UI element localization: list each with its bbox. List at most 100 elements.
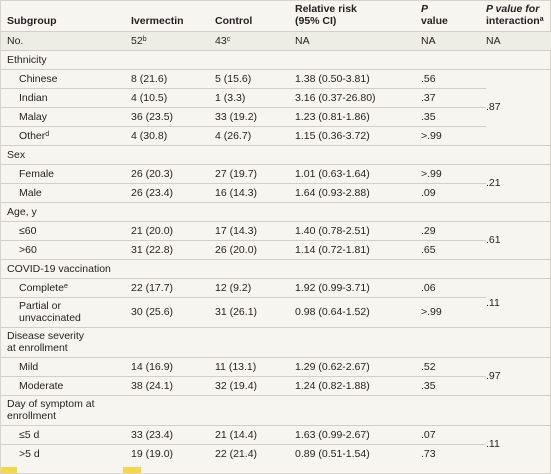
- header-p-line2: value: [421, 14, 448, 27]
- row-rr: 1.01 (0.63-1.64): [295, 167, 370, 180]
- row-p: .56: [421, 72, 436, 85]
- row-label: Completee: [1, 278, 131, 297]
- row-label: >5 d: [19, 447, 40, 460]
- row-control: 5 (15.6): [215, 72, 252, 85]
- table-row: Partial or unvaccinated 30 (25.6) 31 (26…: [1, 297, 551, 327]
- table-row: Malay 36 (23.5) 33 (19.2) 1.23 (0.81-1.8…: [1, 107, 551, 126]
- table-row: Chinese 8 (21.6) 5 (15.6) 1.38 (0.50-3.8…: [1, 69, 551, 113]
- header-p-value: P value: [421, 1, 486, 31]
- header-p-interaction: P value for interactiona: [486, 1, 551, 31]
- row-label: ≤5 d: [19, 428, 40, 441]
- row-rr: 1.92 (0.99-3.71): [295, 281, 370, 294]
- table-row: Female 26 (20.3) 27 (19.7) 1.01 (0.63-1.…: [1, 164, 551, 189]
- row-control: 32 (19.4): [215, 379, 258, 392]
- row-label: Otherd: [1, 126, 131, 145]
- table-row-count: No. 52b 43c NA NA NA: [1, 31, 551, 50]
- section-title: Disease severity at enrollment: [1, 327, 551, 357]
- row-control: 11 (13.1): [215, 360, 257, 373]
- row-control: 21 (14.4): [215, 428, 258, 441]
- row-p: .07: [421, 428, 436, 441]
- row-ivermectin: 8 (21.6): [131, 72, 168, 85]
- table-row: Indian 4 (10.5) 1 (3.3) 3.16 (0.37-26.80…: [1, 88, 551, 107]
- row-p: >.99: [421, 129, 442, 142]
- row-pint: .11: [486, 438, 500, 451]
- row-p: .29: [421, 224, 436, 237]
- row-p: .73: [421, 447, 436, 460]
- row-control: 4 (26.7): [215, 129, 252, 142]
- row-pint: .87: [486, 101, 501, 113]
- section-symptom-day: Day of symptom at enrollment: [1, 395, 551, 425]
- row-p: .09: [421, 186, 436, 199]
- section-title: Day of symptom at enrollment: [1, 395, 551, 425]
- table-row: >5 d 19 (19.0) 22 (21.4) 0.89 (0.51-1.54…: [1, 444, 551, 463]
- header-p-line1: P: [421, 2, 429, 15]
- footnote-c: c: [226, 35, 231, 43]
- section-sex: Sex: [1, 145, 551, 164]
- row-pint: .21: [486, 177, 501, 189]
- header-pint-line1: P value for: [486, 3, 551, 15]
- row-p: .37: [421, 91, 436, 104]
- section-title: Sex: [7, 148, 26, 161]
- section-vaccination: COVID-19 vaccination: [1, 259, 551, 278]
- footnote-a: a: [539, 15, 544, 23]
- header-control: Control: [215, 14, 253, 27]
- row-rr: 0.89 (0.51-1.54): [295, 447, 370, 460]
- table-row: Male 26 (23.4) 16 (14.3) 1.64 (0.93-2.88…: [1, 183, 551, 202]
- row-control: 1 (3.3): [215, 91, 246, 104]
- row-label: Malay: [19, 110, 48, 123]
- row-ivermectin: 19 (19.0): [131, 447, 174, 460]
- count-pint: NA: [486, 34, 501, 47]
- highlight-mark-left: [1, 467, 17, 473]
- row-rr: 1.64 (0.93-2.88): [295, 186, 370, 199]
- row-control: 16 (14.3): [215, 186, 258, 199]
- row-ivermectin: 4 (30.8): [131, 129, 168, 142]
- row-rr: 1.29 (0.62-2.67): [295, 360, 370, 373]
- count-ivermectin: 52b: [131, 31, 215, 50]
- row-label-line2: unvaccinated: [19, 312, 81, 324]
- row-label: Indian: [19, 91, 48, 104]
- highlight-mark-center: [123, 467, 141, 473]
- header-ivermectin: Ivermectin: [131, 14, 184, 27]
- row-ivermectin: 14 (16.9): [131, 360, 174, 373]
- row-rr: 1.40 (0.78-2.51): [295, 224, 370, 237]
- row-control: 26 (20.0): [215, 243, 258, 256]
- row-control: 12 (9.2): [215, 281, 252, 294]
- row-rr: 1.14 (0.72-1.81): [295, 243, 370, 256]
- row-ivermectin: 38 (24.1): [131, 379, 174, 392]
- row-p: .35: [421, 110, 436, 123]
- row-ivermectin: 31 (22.8): [131, 243, 174, 256]
- row-rr: 1.63 (0.99-2.67): [295, 428, 370, 441]
- row-p: >.99: [421, 306, 442, 318]
- section-title: COVID-19 vaccination: [7, 262, 111, 275]
- row-label: Chinese: [19, 72, 58, 85]
- row-rr: 3.16 (0.37-26.80): [295, 91, 376, 104]
- table-row: Moderate 38 (24.1) 32 (19.4) 1.24 (0.82-…: [1, 376, 551, 395]
- header-row: Subgroup Ivermectin Control Relative ris…: [1, 1, 551, 31]
- header-pint-line2: interactiona: [486, 15, 551, 27]
- section-title-line2: at enrollment: [7, 342, 68, 354]
- footnote-d: d: [45, 130, 50, 138]
- header-subgroup: Subgroup: [7, 14, 57, 27]
- row-rr: 1.23 (0.81-1.86): [295, 110, 370, 123]
- count-ivermectin-value: 52: [131, 34, 143, 47]
- row-p: .06: [421, 281, 436, 294]
- row-ivermectin: 4 (10.5): [131, 91, 168, 104]
- row-label: >60: [19, 243, 37, 256]
- table-row: >60 31 (22.8) 26 (20.0) 1.14 (0.72-1.81)…: [1, 240, 551, 259]
- table-row: ≤60 21 (20.0) 17 (14.3) 1.40 (0.78-2.51)…: [1, 221, 551, 246]
- section-title: Ethnicity: [7, 53, 47, 66]
- row-ivermectin: 26 (20.3): [131, 167, 174, 180]
- header-rr-line1: Relative risk: [295, 2, 357, 15]
- table-row: Completee 22 (17.7) 12 (9.2) 1.92 (0.99-…: [1, 278, 551, 309]
- row-control: 31 (26.1): [215, 306, 258, 318]
- row-pint: .97: [486, 370, 501, 382]
- row-ivermectin: 30 (25.6): [131, 306, 174, 318]
- row-ivermectin: 33 (23.4): [131, 428, 174, 441]
- row-label: Partial or unvaccinated: [1, 297, 131, 327]
- subgroup-table: Subgroup Ivermectin Control Relative ris…: [1, 1, 551, 463]
- count-p: NA: [421, 34, 436, 47]
- row-rr: 1.15 (0.36-3.72): [295, 129, 370, 142]
- row-p: .52: [421, 360, 436, 373]
- footnote-e: e: [63, 282, 68, 290]
- row-label: Female: [19, 167, 55, 180]
